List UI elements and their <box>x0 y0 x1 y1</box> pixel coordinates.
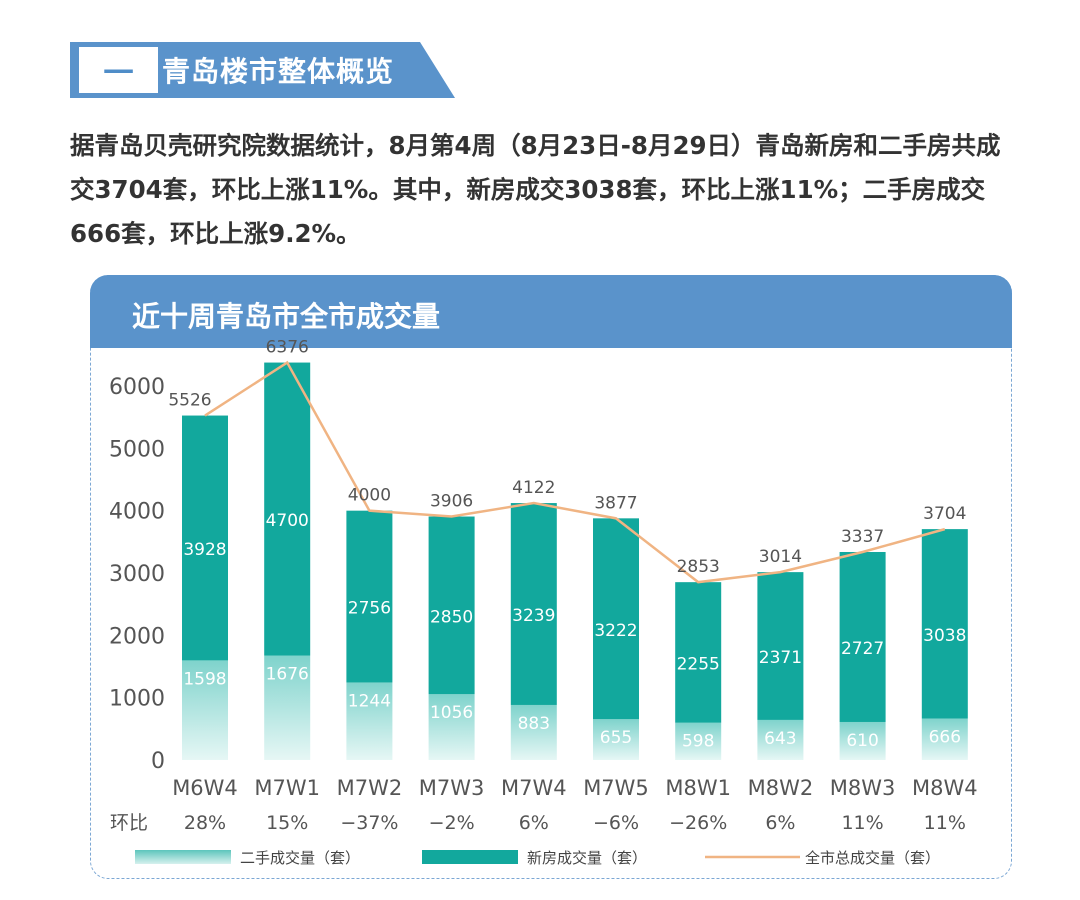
bar-second-hand <box>264 655 311 760</box>
second-hand-label: 655 <box>600 728 632 748</box>
legend-swatch-second-hand <box>135 850 231 864</box>
bar-new-house <box>675 582 722 723</box>
section-number: 一 <box>79 47 158 93</box>
total-label: 3877 <box>594 493 637 513</box>
x-tick-label: M8W3 <box>830 776 896 800</box>
new-house-label: 2727 <box>841 639 884 659</box>
x-tick-label: M8W1 <box>665 776 731 800</box>
bar-second-hand <box>839 721 886 760</box>
x-tick-label: M8W2 <box>748 776 814 800</box>
second-hand-label: 1676 <box>266 665 309 685</box>
second-hand-label: 883 <box>518 714 550 734</box>
section-header: 一 青岛楼市整体概览 <box>70 42 455 98</box>
new-house-label: 2371 <box>759 648 802 668</box>
total-label: 5526 <box>168 391 211 411</box>
bar-second-hand <box>428 694 475 760</box>
ratio-value: −6% <box>593 812 639 834</box>
total-label: 2853 <box>677 557 720 577</box>
ratio-value: 6% <box>765 812 795 834</box>
second-hand-label: 666 <box>929 727 961 747</box>
total-label: 3014 <box>759 547 802 567</box>
bar-second-hand <box>182 660 228 760</box>
chart-header: 近十周青岛市全市成交量 <box>90 275 1012 348</box>
new-house-label: 3038 <box>923 626 966 646</box>
x-tick-label: M7W5 <box>583 776 649 800</box>
new-house-label: 3222 <box>594 621 637 641</box>
bar-second-hand <box>675 722 722 760</box>
legend-new-house: 新房成交量（套） <box>527 849 647 867</box>
ratio-value: 15% <box>266 812 308 834</box>
ratio-value: 11% <box>841 812 883 834</box>
bar-new-house <box>510 503 557 705</box>
y-tick-label: 0 <box>151 749 165 774</box>
section-title: 青岛楼市整体概览 <box>162 55 395 88</box>
y-tick-label: 3000 <box>109 562 165 587</box>
legend-second-hand: 二手成交量（套） <box>240 849 360 867</box>
new-house-label: 2850 <box>430 607 473 627</box>
bar-second-hand <box>757 719 804 760</box>
summary-paragraph: 据青岛贝壳研究院数据统计，8月第4周（8月23日-8月29日）青岛新房和二手房共… <box>70 131 1001 248</box>
second-hand-label: 610 <box>846 731 878 751</box>
ratio-value: −37% <box>340 812 398 834</box>
bar-second-hand <box>346 682 393 760</box>
new-house-label: 3928 <box>183 540 226 560</box>
ratio-value: 28% <box>184 812 226 834</box>
y-tick-label: 1000 <box>109 687 165 712</box>
x-tick-label: M7W2 <box>337 776 403 800</box>
bar-second-hand <box>921 718 968 760</box>
ratio-value: 6% <box>519 812 549 834</box>
total-label: 3704 <box>923 504 966 524</box>
second-hand-label: 1598 <box>183 669 226 689</box>
new-house-label: 4700 <box>266 511 309 531</box>
second-hand-label: 1056 <box>430 703 473 723</box>
total-label: 6376 <box>266 338 309 358</box>
ratio-value: 11% <box>924 812 966 834</box>
new-house-label: 2255 <box>677 654 720 674</box>
bar-new-house <box>264 362 311 656</box>
total-label: 3906 <box>430 492 473 512</box>
total-line <box>204 360 946 584</box>
x-tick-label: M7W4 <box>501 776 567 800</box>
y-tick-label: 4000 <box>109 500 165 525</box>
ratio-label: 环比 <box>110 812 148 834</box>
x-tick-label: M6W4 <box>172 776 238 800</box>
bar-second-hand <box>510 704 557 760</box>
bar-new-house <box>839 551 886 722</box>
bar-new-house <box>757 572 804 720</box>
bar-new-house <box>346 510 393 683</box>
total-label: 4000 <box>348 486 391 506</box>
new-house-label: 2756 <box>348 599 391 619</box>
legend-swatch-new-house <box>422 850 518 864</box>
bar-new-house <box>593 518 639 720</box>
total-label: 4122 <box>512 478 555 498</box>
y-tick-label: 5000 <box>109 437 165 462</box>
ratio-value: −2% <box>429 812 475 834</box>
new-house-label: 3239 <box>512 606 555 626</box>
second-hand-label: 643 <box>764 729 796 749</box>
y-tick-label: 2000 <box>109 624 165 649</box>
bar-new-house <box>182 415 228 661</box>
chart-title: 近十周青岛市全市成交量 <box>132 300 441 333</box>
legend-total: 全市总成交量（套） <box>805 849 940 867</box>
ratio-value: −26% <box>669 812 727 834</box>
x-tick-label: M7W3 <box>419 776 485 800</box>
total-label: 3337 <box>841 527 884 547</box>
second-hand-label: 1244 <box>348 691 391 711</box>
x-tick-label: M7W1 <box>254 776 320 800</box>
bar-new-house <box>428 516 475 695</box>
second-hand-label: 598 <box>682 732 714 752</box>
x-tick-label: M8W4 <box>912 776 978 800</box>
y-tick-label: 6000 <box>109 375 165 400</box>
bar-second-hand <box>593 719 639 760</box>
bar-new-house <box>921 529 968 719</box>
